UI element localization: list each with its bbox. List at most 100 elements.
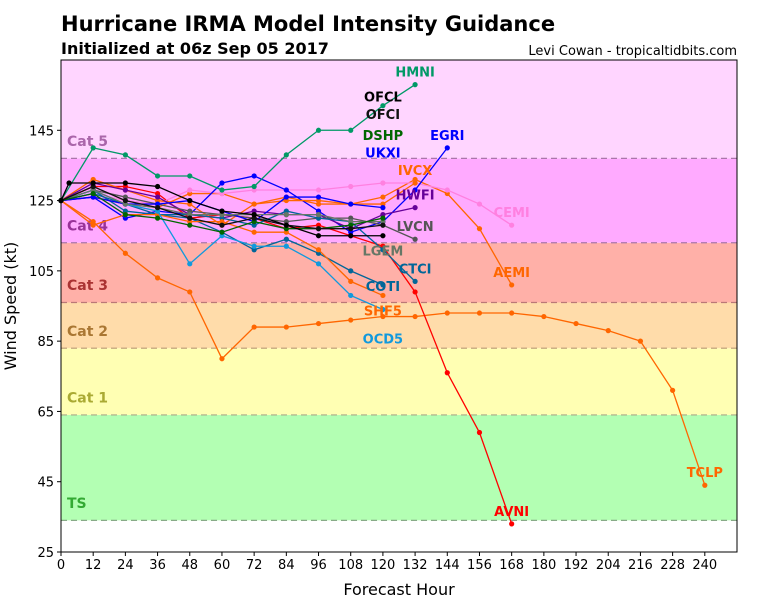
data-point (219, 356, 225, 362)
y-tick-label: 85 (37, 335, 54, 350)
band-label: Cat 4 (67, 218, 108, 234)
band-ts (61, 414, 737, 521)
x-tick-label: 36 (149, 558, 166, 573)
x-tick-label: 192 (564, 558, 589, 573)
data-point (573, 320, 579, 327)
data-point (66, 180, 72, 186)
band-label: Cat 3 (67, 278, 108, 294)
series-hmni (58, 82, 418, 204)
data-point (122, 212, 128, 218)
data-point (315, 127, 322, 133)
series-label: DSHP (363, 129, 404, 144)
series-label: LVCN (397, 220, 434, 235)
chart-subtitle: Initialized at 06z Sep 05 2017 (61, 39, 329, 58)
series-ofcl (58, 180, 386, 239)
data-point (90, 145, 96, 151)
data-point (412, 82, 418, 88)
data-point (509, 222, 515, 228)
data-point (348, 201, 354, 207)
data-point (187, 289, 193, 295)
data-point (380, 180, 386, 186)
data-point (702, 482, 708, 488)
band-cat-1 (61, 348, 737, 415)
x-tick-label: 180 (531, 558, 556, 573)
data-point (187, 197, 193, 204)
x-tick-label: 156 (467, 558, 492, 573)
data-point (380, 306, 386, 313)
data-point (315, 212, 322, 218)
x-tick-label: 96 (310, 558, 327, 573)
data-point (122, 250, 128, 256)
x-tick-label: 216 (628, 558, 653, 573)
y-tick-label: 145 (29, 124, 54, 139)
data-point (122, 180, 128, 186)
x-tick-label: 120 (370, 558, 395, 573)
data-point (348, 278, 354, 284)
data-point (251, 173, 257, 179)
data-point (476, 226, 483, 232)
x-tick-label: 0 (57, 558, 65, 573)
data-point (219, 229, 225, 235)
series-label: OFCI (366, 108, 400, 123)
y-axis-label: Wind Speed (kt) (1, 242, 20, 371)
series-label: TCLP (687, 466, 723, 481)
data-point (283, 152, 289, 158)
data-point (670, 387, 676, 393)
series-label: OCD5 (363, 333, 403, 348)
data-point (187, 222, 193, 228)
band-label: Cat 1 (67, 391, 108, 407)
data-point (412, 236, 418, 242)
data-point (315, 226, 322, 232)
series-label: LGEM (363, 245, 404, 260)
x-tick-label: 144 (435, 558, 460, 573)
y-tick-label: 105 (29, 265, 54, 280)
chart-title: Hurricane IRMA Model Intensity Guidance (61, 12, 555, 36)
data-point (187, 187, 193, 193)
band-label: Cat 2 (67, 324, 108, 340)
data-point (380, 233, 386, 239)
axes: 0 12 24 36 48 60 72 84 96 108 120 132 144 156 168 180 19… (29, 124, 717, 573)
band-cat-3 (61, 242, 737, 303)
data-point (251, 229, 257, 235)
band-label: Cat 5 (67, 134, 108, 150)
data-point (412, 289, 418, 295)
x-tick-label: 132 (403, 558, 428, 573)
series-label: IVCX (398, 164, 432, 179)
data-point (412, 187, 418, 193)
data-point (219, 222, 225, 228)
model-labels: TCLP AVNI AEMI CEMI EGRI HMNI IVCX HWFI LVCN CTCI… (363, 66, 723, 520)
data-point (154, 173, 161, 179)
data-point (187, 261, 193, 267)
y-tick-label: 65 (37, 405, 54, 420)
data-point (251, 183, 257, 190)
x-tick-label: 168 (499, 558, 524, 573)
data-point (412, 313, 418, 320)
data-point (251, 243, 257, 249)
series-label: CTCI (399, 262, 432, 277)
data-point (315, 247, 322, 253)
data-point (509, 282, 515, 288)
series-label: AEMI (493, 266, 530, 281)
data-point (348, 226, 354, 232)
x-tick-label: 228 (660, 558, 685, 573)
data-point (251, 324, 257, 330)
data-point (444, 145, 450, 151)
data-point (283, 243, 289, 249)
series-label: EGRI (430, 129, 464, 144)
x-tick-label: 240 (692, 558, 717, 573)
data-point (348, 233, 354, 239)
series-label: CEMI (494, 206, 530, 221)
band-cat-2 (61, 302, 737, 349)
x-tick-label: 60 (214, 558, 231, 573)
data-point (251, 201, 257, 207)
data-point (283, 194, 289, 200)
data-point (348, 268, 354, 274)
data-point (509, 310, 515, 316)
x-tick-label: 84 (278, 558, 295, 573)
data-point (251, 212, 257, 218)
x-tick-label: 204 (596, 558, 621, 573)
data-point (380, 215, 386, 221)
data-point (509, 521, 515, 527)
data-point (154, 205, 161, 211)
